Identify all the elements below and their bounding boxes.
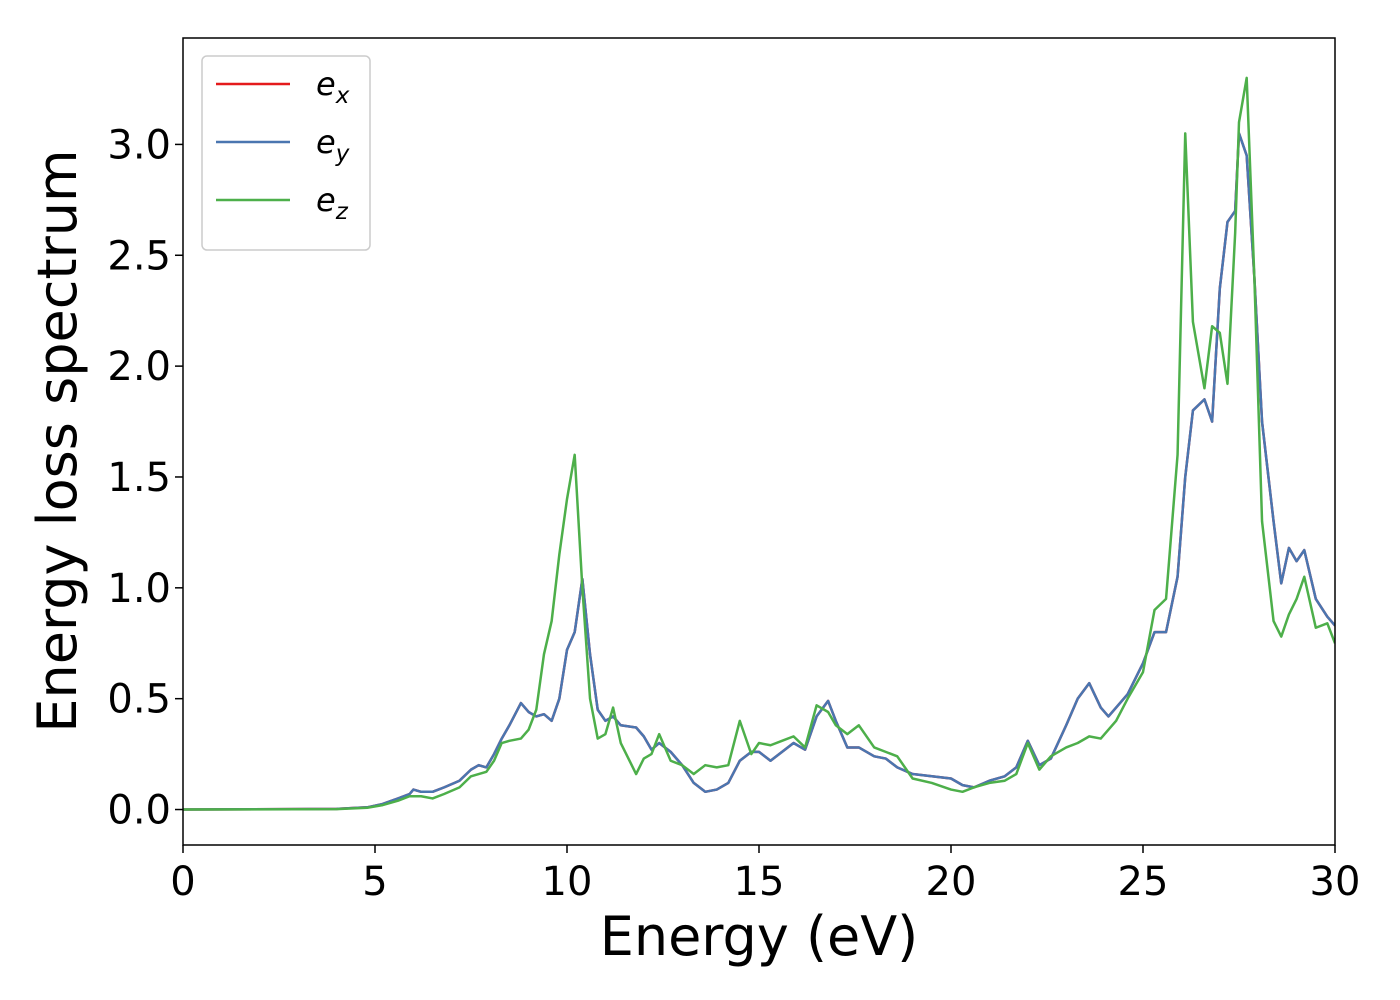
x-tick-label: 10 [542, 859, 593, 905]
series-line [183, 132, 1335, 811]
legend-label: ez [316, 181, 349, 225]
series-line [183, 76, 1335, 811]
x-tick-label: 0 [170, 859, 195, 905]
legend-label: ey [316, 123, 350, 167]
legend: ex ey ez [201, 55, 371, 251]
y-tick-label: 1.5 [107, 455, 171, 501]
y-tick-label: 0.0 [107, 788, 171, 834]
y-tick-label: 1.0 [107, 566, 171, 612]
y-tick-label: 2.5 [107, 233, 171, 279]
x-axis-label: Energy (eV) [600, 905, 919, 968]
y-axis-label: Energy loss spectrum [26, 149, 89, 732]
axes-frame [182, 37, 1336, 846]
legend-label: ex [316, 65, 350, 109]
x-tick-label: 15 [734, 859, 785, 905]
legend-box [201, 55, 371, 251]
x-tick-label: 20 [926, 859, 977, 905]
y-tick-label: 0.5 [107, 677, 171, 723]
plot-area [183, 38, 1335, 845]
x-tick-label: 5 [362, 859, 387, 905]
x-tick-label: 30 [1310, 859, 1361, 905]
y-tick-label: 3.0 [107, 122, 171, 168]
y-tick-label: 2.0 [107, 344, 171, 390]
x-tick-label: 25 [1118, 859, 1169, 905]
